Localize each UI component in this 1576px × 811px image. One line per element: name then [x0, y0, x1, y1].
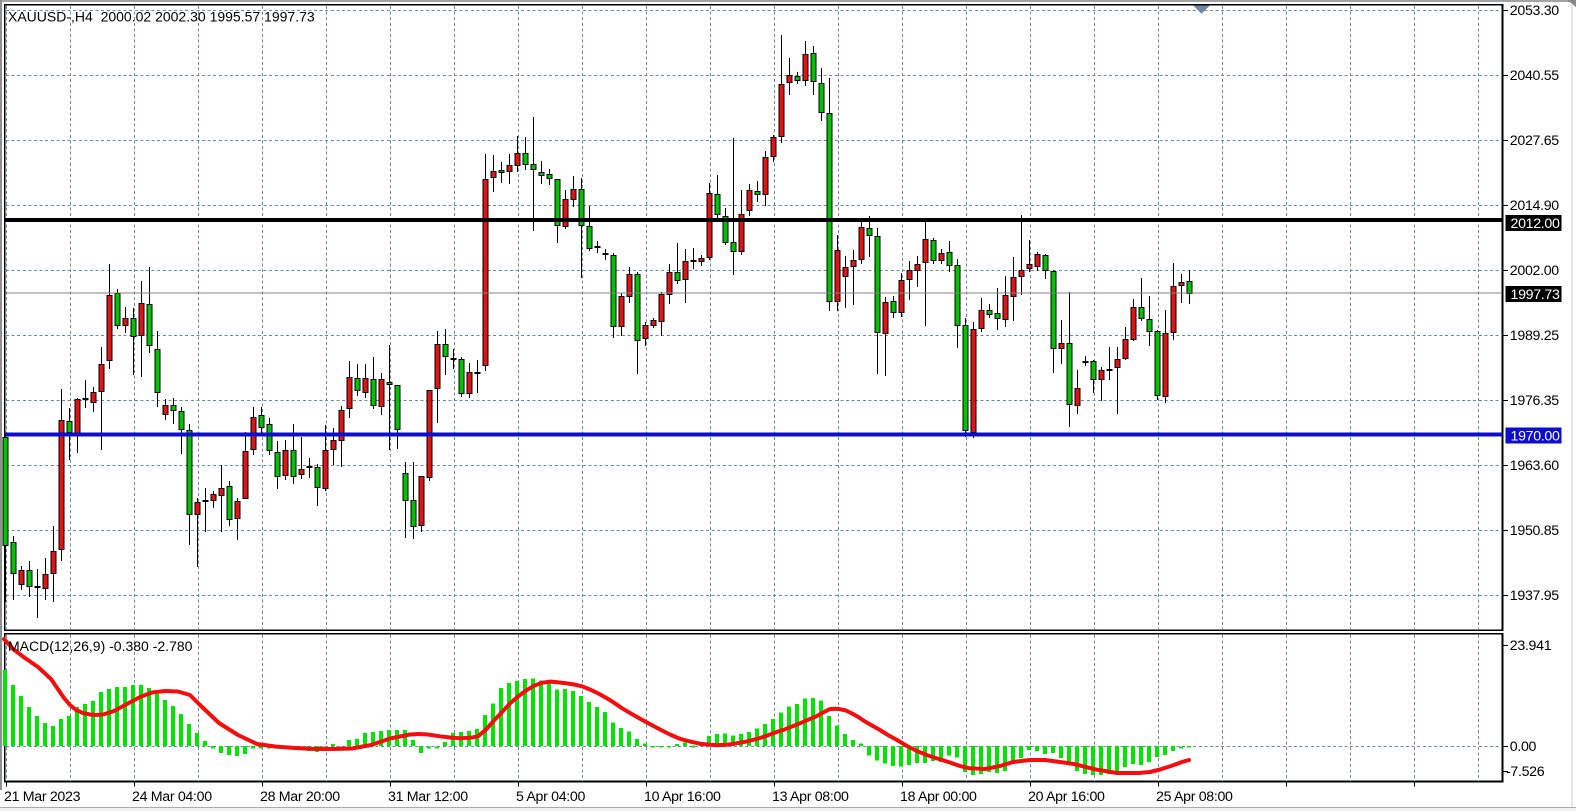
svg-text:MACD(12,26,9) -0.380 -2.780: MACD(12,26,9) -0.380 -2.780	[8, 638, 193, 654]
svg-text:1976.35: 1976.35	[1510, 393, 1559, 409]
svg-text:1937.95: 1937.95	[1510, 588, 1559, 604]
svg-text:2027.65: 2027.65	[1510, 133, 1559, 149]
svg-text:28 Mar 20:00: 28 Mar 20:00	[260, 789, 340, 805]
svg-text:21 Mar 2023: 21 Mar 2023	[4, 789, 81, 805]
svg-text:2040.55: 2040.55	[1510, 68, 1559, 84]
svg-text:20 Apr 16:00: 20 Apr 16:00	[1028, 789, 1105, 805]
svg-text:2053.30: 2053.30	[1510, 3, 1559, 19]
svg-text:1989.25: 1989.25	[1510, 328, 1559, 344]
svg-text:23.941: 23.941	[1510, 638, 1552, 654]
svg-text:18 Apr 00:00: 18 Apr 00:00	[900, 789, 977, 805]
svg-text:2014.90: 2014.90	[1510, 198, 1559, 214]
svg-text:13 Apr 08:00: 13 Apr 08:00	[772, 789, 849, 805]
svg-text:1963.60: 1963.60	[1510, 458, 1559, 474]
svg-text:1970.00: 1970.00	[1511, 428, 1560, 444]
svg-text:25 Apr 08:00: 25 Apr 08:00	[1156, 789, 1233, 805]
svg-text:0.00: 0.00	[1510, 739, 1537, 755]
svg-text:1997.73: 1997.73	[1511, 287, 1560, 303]
svg-text:2012.00: 2012.00	[1511, 216, 1560, 232]
svg-text:2002.00: 2002.00	[1510, 263, 1559, 279]
svg-text:5 Apr 04:00: 5 Apr 04:00	[516, 789, 585, 805]
svg-text:1950.85: 1950.85	[1510, 523, 1559, 539]
svg-text:24 Mar 04:00: 24 Mar 04:00	[132, 789, 212, 805]
svg-text:-7.526: -7.526	[1506, 764, 1545, 780]
svg-text:10 Apr 16:00: 10 Apr 16:00	[644, 789, 721, 805]
svg-text:XAUUSD-,H4 2000.02 2002.30 19: XAUUSD-,H4 2000.02 2002.30 1995.57 1997.…	[8, 9, 315, 25]
svg-text:31 Mar 12:00: 31 Mar 12:00	[388, 789, 468, 805]
